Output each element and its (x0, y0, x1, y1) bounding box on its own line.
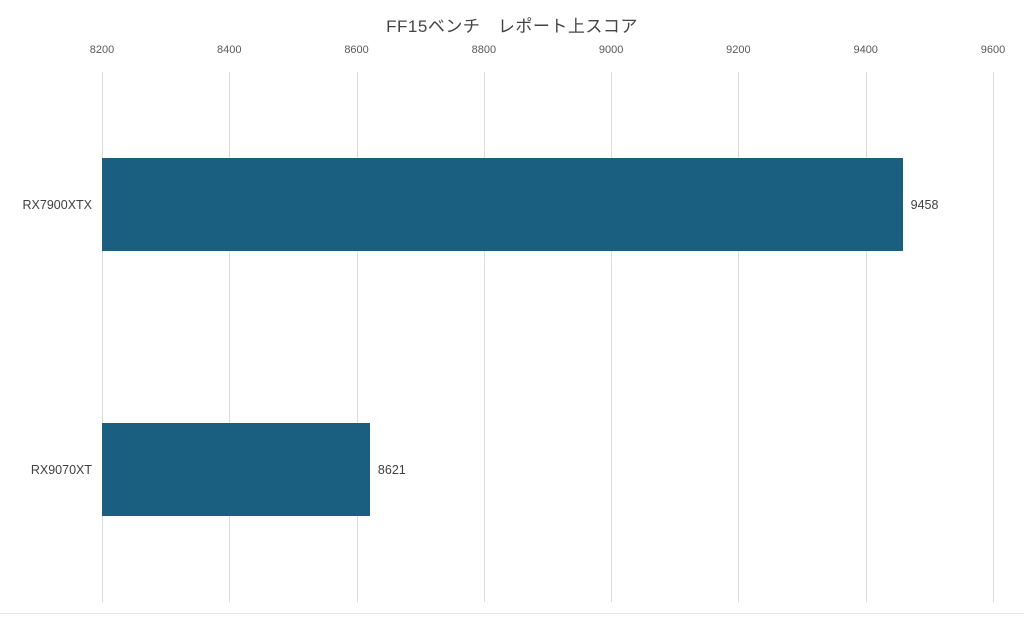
gridline (229, 72, 231, 602)
bar-value-label: 8621 (377, 462, 406, 477)
x-axis-tick-label: 8800 (471, 44, 497, 56)
gridline (483, 72, 485, 602)
chart-title: FF15ベンチ レポート上スコア (386, 17, 638, 36)
bar-value-label: 9458 (910, 197, 939, 212)
x-axis-tick-label: 9600 (980, 44, 1006, 56)
gridline (356, 72, 358, 602)
x-axis-tick-label: 9200 (726, 44, 751, 56)
x-axis-tick-label: 8200 (89, 44, 115, 56)
category-label: RX9070XT (30, 462, 92, 477)
x-axis-tick-label: 8400 (217, 44, 242, 56)
x-axis-tick-label: 8600 (344, 44, 369, 56)
bar-rx7900xtx (102, 158, 903, 251)
chart-bottom-border (0, 613, 1024, 614)
x-axis-tick-label: 9400 (853, 44, 878, 56)
category-label: RX7900XTX (22, 197, 92, 212)
bar-rx9070xt (102, 423, 370, 516)
gridline (865, 72, 867, 602)
gridline (102, 72, 103, 602)
x-axis-tick-label: 9000 (598, 44, 624, 56)
gridline (611, 72, 613, 602)
gridline (738, 72, 740, 602)
gridline (993, 72, 994, 602)
plot-area: 8200 8400 8600 8800 9000 9200 9400 9600 RX7900XT… (23, 44, 1005, 602)
